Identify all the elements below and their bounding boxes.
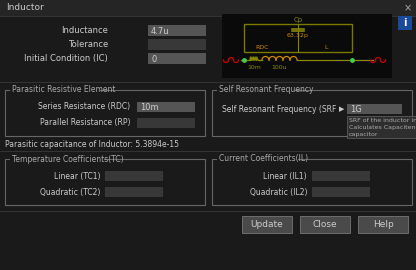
Bar <box>0 82 416 83</box>
Bar <box>312 171 370 181</box>
Text: ×: × <box>404 3 412 13</box>
Text: Current Coefficients(IL): Current Coefficients(IL) <box>219 154 308 164</box>
Bar <box>347 104 402 114</box>
Text: Calculates Capacitence of th: Calculates Capacitence of th <box>349 125 416 130</box>
Text: Self Resonant Frequency (SRF: Self Resonant Frequency (SRF <box>222 104 337 113</box>
Text: Linear (IL1): Linear (IL1) <box>263 171 307 181</box>
Text: i: i <box>403 18 407 28</box>
Text: Tolerance: Tolerance <box>68 40 108 49</box>
Bar <box>0 16 416 17</box>
Bar <box>10 155 104 163</box>
Text: 1G: 1G <box>350 105 362 114</box>
Bar <box>212 159 412 205</box>
Text: 63.32p: 63.32p <box>287 33 309 38</box>
Bar <box>212 90 412 136</box>
Text: Inductance: Inductance <box>61 26 108 35</box>
Bar <box>137 102 195 112</box>
Text: SRF of the inductor in Hz.: SRF of the inductor in Hz. <box>349 118 416 123</box>
Text: Linear (TC1): Linear (TC1) <box>54 171 100 181</box>
Text: Self Resonant Frequency: Self Resonant Frequency <box>219 86 314 94</box>
Bar <box>0 0 416 16</box>
Bar <box>137 118 195 128</box>
Bar <box>5 90 205 136</box>
Bar <box>300 216 350 233</box>
Bar <box>0 211 416 212</box>
Text: 100u: 100u <box>272 65 287 70</box>
Text: Parasitic Resistive Element: Parasitic Resistive Element <box>12 86 116 94</box>
Text: ▶: ▶ <box>339 106 344 112</box>
Text: Inductor: Inductor <box>6 4 44 12</box>
Text: Parallel Resistance (RP): Parallel Resistance (RP) <box>40 119 130 127</box>
Bar <box>217 86 295 94</box>
Text: 10m: 10m <box>140 103 158 112</box>
Text: Temperature Coefficients(TC): Temperature Coefficients(TC) <box>12 154 124 164</box>
Text: Initial Condition (IC): Initial Condition (IC) <box>24 54 108 63</box>
Bar <box>5 159 205 205</box>
Text: Update: Update <box>250 220 283 229</box>
Text: Quadratic (TC2): Quadratic (TC2) <box>40 187 100 197</box>
Text: RDC: RDC <box>255 45 269 50</box>
Text: Parasitic capacitance of Inductor: 5.3894e-15: Parasitic capacitance of Inductor: 5.389… <box>5 140 179 149</box>
Bar <box>0 17 416 82</box>
Bar <box>148 39 206 50</box>
Text: 10m: 10m <box>247 65 261 70</box>
Text: Quadratic (IL2): Quadratic (IL2) <box>250 187 307 197</box>
Bar <box>242 216 292 233</box>
Bar <box>10 86 100 94</box>
Text: Cp: Cp <box>293 17 302 23</box>
Bar <box>244 24 352 52</box>
Bar <box>148 25 206 36</box>
Bar <box>148 53 206 64</box>
Bar <box>217 155 298 163</box>
Text: capacitor: capacitor <box>349 132 379 137</box>
Text: Close: Close <box>313 220 337 229</box>
Text: L: L <box>324 45 328 50</box>
Bar <box>105 171 163 181</box>
Text: Help: Help <box>373 220 394 229</box>
Text: 4.7u: 4.7u <box>151 26 170 35</box>
Text: 0: 0 <box>151 55 156 63</box>
Bar <box>347 116 416 138</box>
Bar <box>105 187 163 197</box>
Bar <box>222 14 392 78</box>
Text: Series Resistance (RDC): Series Resistance (RDC) <box>38 103 130 112</box>
Bar <box>312 187 370 197</box>
Bar <box>358 216 408 233</box>
Bar <box>0 151 416 152</box>
Bar <box>398 16 412 30</box>
